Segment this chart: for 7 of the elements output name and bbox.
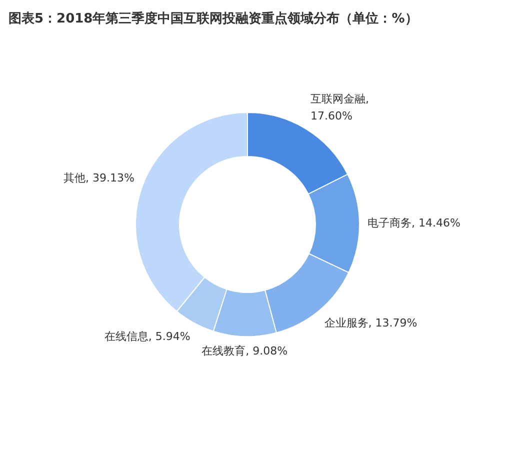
chart-title: 图表5：2018年第三季度中国互联网投融资重点领域分布（单位：%） — [8, 10, 418, 26]
slice-label: 在线信息, 5.94% — [104, 330, 190, 344]
slice-label: 在线教育, 9.08% — [202, 344, 288, 358]
slice-label: 电子商务, 14.46% — [367, 216, 460, 230]
slice-label: 企业服务, 13.79% — [324, 316, 418, 330]
slice-label: 其他, 39.13% — [63, 171, 134, 184]
slice-label: 互联网金融, 17.60% — [310, 92, 370, 122]
